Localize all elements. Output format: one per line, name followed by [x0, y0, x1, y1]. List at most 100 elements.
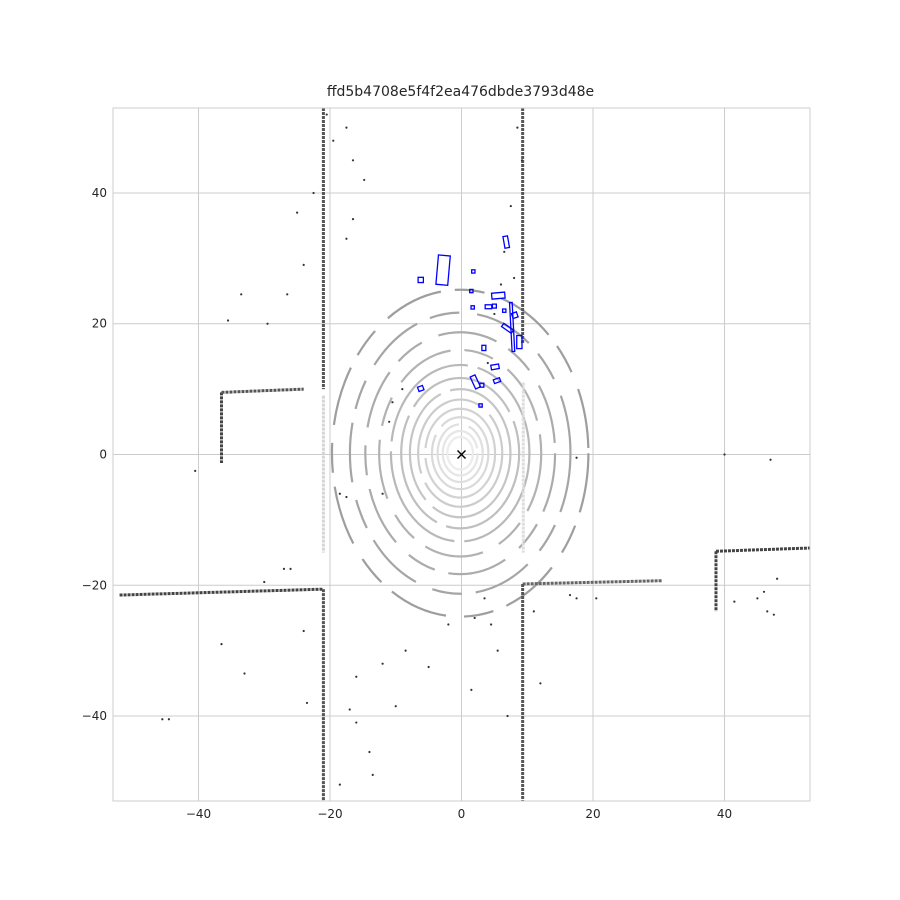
scatter-point — [503, 250, 506, 253]
lidar-ring — [389, 363, 531, 543]
bounding-box — [435, 254, 451, 287]
scatter-point — [351, 159, 355, 162]
scatter-point — [368, 750, 371, 754]
y-tick-label: 20 — [92, 317, 107, 331]
scatter-point — [427, 665, 430, 669]
scatter-point — [302, 263, 305, 267]
bounding-box — [478, 403, 483, 408]
bounding-box — [484, 304, 493, 310]
scatter-point — [194, 469, 197, 472]
scatter-point — [371, 773, 374, 776]
bounding-box — [481, 344, 487, 352]
scatter-point — [486, 361, 489, 365]
scatter-point — [762, 590, 766, 593]
scatter-point — [723, 453, 726, 456]
y-tick-label: −20 — [82, 578, 107, 592]
scatter-point — [263, 580, 266, 584]
bounding-box — [417, 276, 425, 284]
scatter-point — [345, 126, 348, 129]
wall-segment — [522, 579, 663, 586]
scatter-point — [493, 312, 496, 316]
scatter-point — [338, 492, 341, 495]
x-tick-label: −20 — [317, 807, 342, 821]
scatter-point — [345, 237, 348, 240]
scatter-point — [769, 458, 772, 461]
bounding-box — [416, 384, 425, 393]
scatter-point — [388, 420, 391, 423]
scatter-point — [509, 204, 512, 208]
lidar-ring — [441, 429, 479, 477]
scatter-point — [539, 682, 542, 685]
scatter-point — [312, 191, 315, 195]
scatter-point — [394, 705, 397, 708]
lidar-ring — [417, 398, 504, 508]
lidar-ring — [436, 423, 484, 484]
bounding-box — [510, 311, 519, 320]
lidar-ring — [400, 376, 521, 530]
bounding-box — [470, 305, 475, 310]
scatter-point — [575, 456, 578, 459]
bounding-box — [508, 301, 516, 353]
wall-segment — [715, 546, 810, 553]
bounding-box — [516, 334, 523, 350]
scatter-point — [338, 783, 341, 786]
wall-segment — [221, 387, 304, 394]
scatter-point — [499, 283, 503, 286]
bounding-box — [479, 382, 485, 388]
scatter-point — [286, 293, 289, 296]
plot-frame — [112, 107, 811, 802]
scatter-point — [575, 597, 578, 600]
y-tick-label: 0 — [99, 448, 107, 462]
scatter-point — [532, 610, 535, 613]
scatter-point — [226, 319, 230, 322]
scatter-point — [220, 642, 223, 646]
scatter-point — [404, 649, 407, 652]
lidar-ring — [348, 311, 572, 595]
lidar-ring — [424, 407, 497, 499]
scatter-point — [489, 623, 493, 626]
lidar-ring — [364, 331, 557, 576]
scatter-point — [161, 718, 164, 721]
point-cloud — [119, 108, 810, 801]
scatter-point — [305, 701, 309, 705]
tick-labels: −40 −20 0 20 40 −40 −20 0 20 40 — [82, 186, 732, 821]
scatter-point — [345, 495, 348, 499]
scatter-point — [282, 567, 286, 571]
lidar-ring — [408, 388, 512, 519]
scatter-point — [240, 293, 243, 296]
scatter-point — [516, 126, 519, 129]
scatter-point — [391, 401, 394, 404]
scatter-point — [296, 211, 299, 214]
scatter-point — [568, 593, 572, 597]
bounding-box — [489, 363, 501, 371]
lidar-ring — [446, 435, 475, 471]
bounding-box — [500, 322, 515, 335]
scatter-point — [733, 600, 736, 603]
bounding-box — [469, 374, 482, 390]
chart-title: ffd5b4708e5f4f2ea476dbde3793d48e — [326, 84, 595, 100]
x-tick-label: 0 — [458, 807, 466, 821]
scatter-point — [483, 597, 486, 600]
scatter-point — [381, 492, 384, 495]
scatter-point — [766, 610, 769, 613]
bounding-box — [492, 376, 502, 385]
ego-marker-stroke — [457, 450, 466, 459]
bounding-box — [490, 291, 506, 300]
lidar-ring — [330, 288, 590, 618]
bounding-box — [501, 308, 507, 313]
scatter-point — [325, 113, 328, 116]
scatter-point — [520, 159, 524, 162]
x-tick-label: −40 — [186, 807, 211, 821]
scatter-point — [243, 672, 246, 675]
lidar-ring — [430, 416, 490, 491]
ego-marker — [457, 450, 466, 459]
scatter-point — [513, 276, 516, 280]
scatter-point — [473, 616, 476, 620]
scatter-point — [348, 708, 351, 711]
scatter-point — [381, 662, 384, 665]
x-tick-label: 20 — [585, 807, 600, 821]
y-tick-label: 40 — [92, 186, 107, 200]
scatter-point — [167, 718, 170, 721]
scatter-point — [496, 649, 499, 652]
